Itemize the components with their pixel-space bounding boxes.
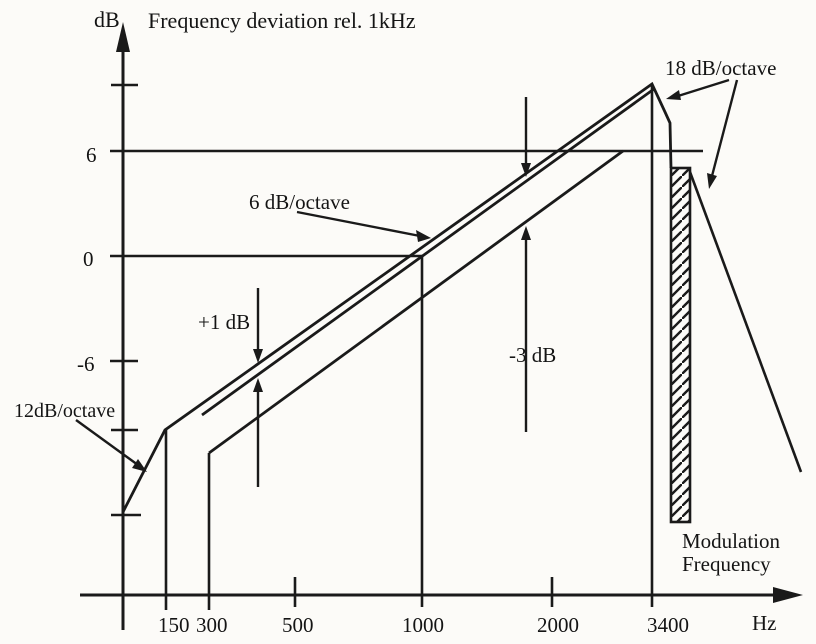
annotation-frequency: Frequency	[682, 552, 771, 576]
annotation-modulation: Modulation	[682, 529, 780, 553]
12db-octave-arrowhead-icon	[132, 459, 147, 472]
lower-limit-curve	[208, 149, 624, 455]
x-label-500: 500	[282, 613, 314, 637]
minus3db-up-arrowhead-icon	[521, 226, 531, 240]
18db-octave-arrowhead-2-icon	[707, 173, 717, 189]
x-label-3400: 3400	[647, 613, 689, 637]
annotation-plus1db: +1 dB	[198, 310, 250, 334]
y-label-0: 0	[83, 247, 94, 271]
6db-octave-pointer-line	[296, 210, 421, 238]
y-label-minus6: -6	[77, 352, 95, 376]
x-axis-arrow-icon	[773, 587, 803, 603]
axes	[80, 30, 793, 630]
annotation-18db-octave: 18 dB/octave	[665, 56, 776, 80]
minus3db-down-arrowhead-icon	[521, 163, 531, 177]
6db-octave-arrowhead-icon	[416, 230, 431, 242]
x-label-2000: 2000	[537, 613, 579, 637]
x-label-150: 150	[158, 613, 190, 637]
annotation-minus3db: -3 dB	[509, 343, 556, 367]
annotation-12db-octave: 12dB/octave	[14, 400, 115, 422]
modulation-frequency-band-bar	[669, 166, 692, 524]
band-edge-slope-line	[688, 171, 803, 473]
annotation-6db-octave: 6 dB/octave	[249, 190, 350, 214]
nominal-curve	[201, 87, 655, 417]
y-axis-unit-label: dB	[94, 7, 120, 32]
y-axis-arrow-icon	[116, 22, 130, 52]
18db-octave-pointer-line-2	[710, 79, 739, 177]
x-axis-unit-label: Hz	[752, 611, 777, 635]
response-curves	[121, 81, 673, 513]
18db-octave-pointer-line-1	[677, 78, 730, 98]
upper-limit-curve	[121, 81, 673, 513]
y-ticks	[110, 83, 703, 517]
y-label-6: 6	[86, 143, 97, 167]
plus1db-up-arrowhead-icon	[253, 378, 263, 392]
plus1db-down-arrowhead-icon	[253, 349, 263, 363]
x-ticks	[164, 84, 654, 610]
x-label-300: 300	[196, 613, 228, 637]
x-label-1000: 1000	[402, 613, 444, 637]
12db-octave-pointer-line	[75, 419, 139, 466]
chart-title: Frequency deviation rel. 1kHz	[148, 8, 416, 33]
18db-octave-arrowhead-1-icon	[666, 90, 681, 100]
